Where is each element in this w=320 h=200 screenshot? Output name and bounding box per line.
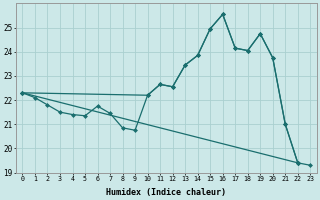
X-axis label: Humidex (Indice chaleur): Humidex (Indice chaleur) [106, 188, 226, 197]
